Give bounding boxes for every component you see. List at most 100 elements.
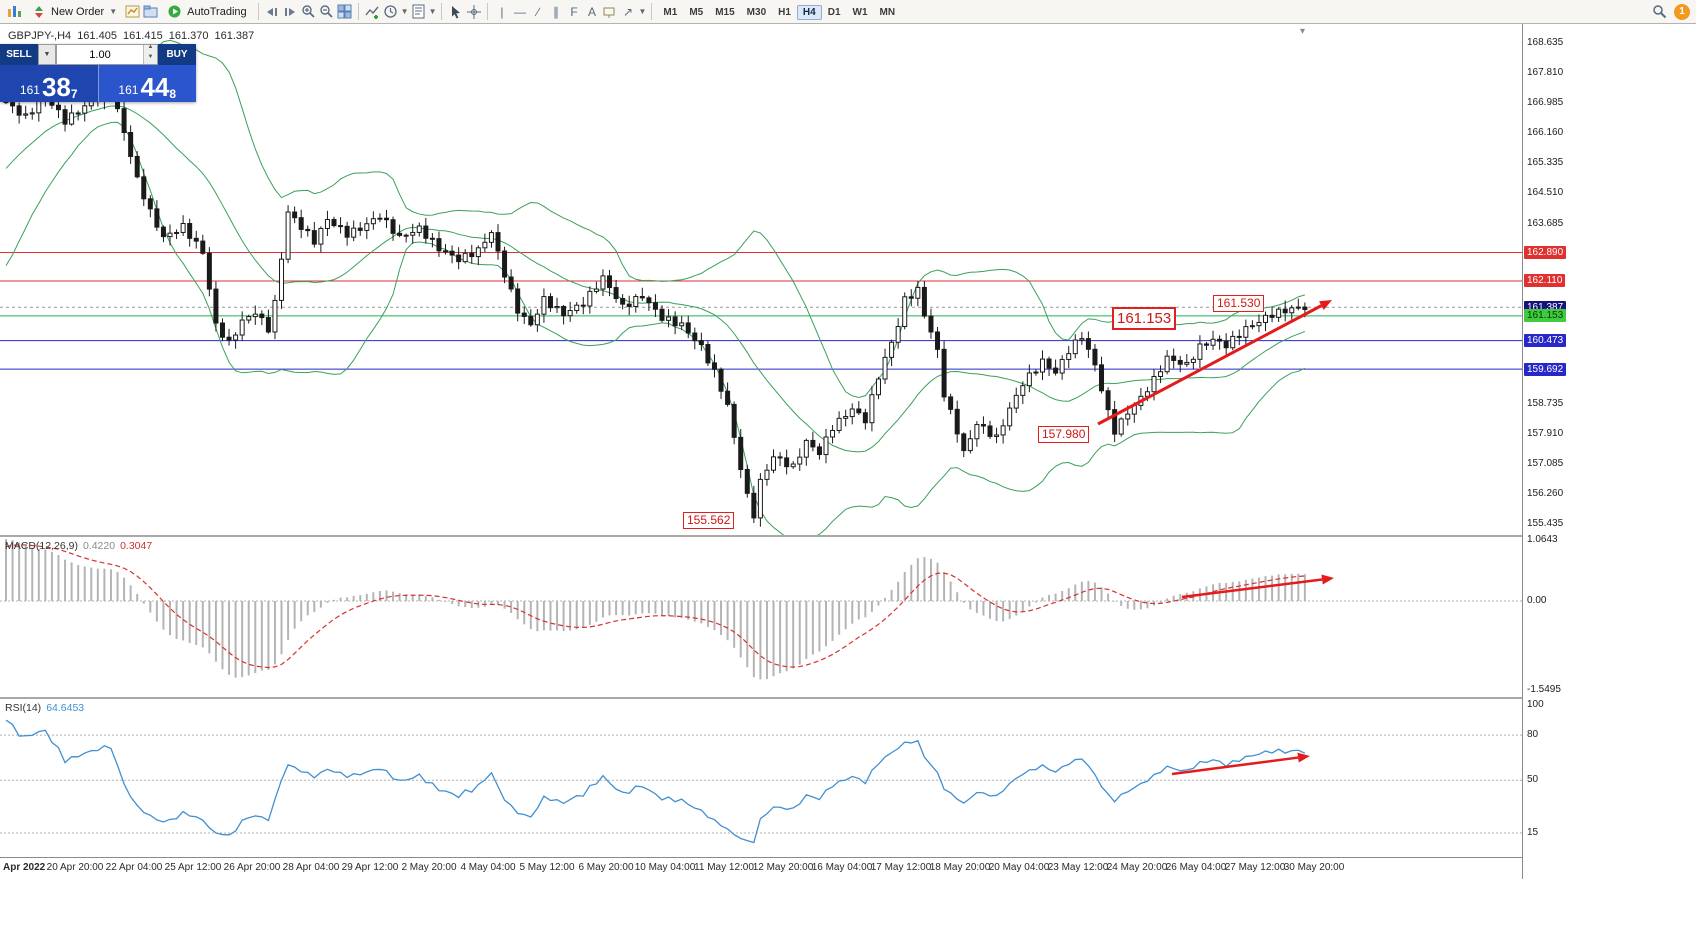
candle [154, 208, 160, 228]
toolbar-separator [257, 3, 259, 20]
arrow-objects-icon[interactable]: ↗ [622, 4, 634, 19]
candle [1276, 308, 1282, 318]
panel-divider[interactable] [0, 697, 1568, 699]
price-annotation[interactable]: 157.980 [1038, 426, 1090, 443]
chevron-down-icon[interactable]: ▼ [638, 7, 647, 16]
horizontal-line-icon[interactable]: — [513, 4, 526, 19]
volume-preset-dropdown[interactable]: ▼ [38, 44, 56, 65]
candle [574, 304, 580, 312]
price-axis[interactable]: 168.635 167.810 166.985 166.160 165.335 164.5… [1522, 24, 1569, 879]
search-icon[interactable] [1651, 3, 1668, 20]
candle [692, 332, 698, 342]
volume-down-button[interactable]: ▼ [144, 54, 157, 64]
autotrading-button[interactable]: AutoTrading [160, 0, 253, 23]
templates-icon[interactable] [410, 3, 427, 20]
zoom-out-icon[interactable] [318, 3, 335, 20]
low-value: 161.370 [168, 30, 209, 42]
candle [324, 219, 330, 229]
timeframe-button-M15[interactable]: M15 [715, 6, 735, 18]
time-axis-label: 25 Apr 12:00 [164, 862, 222, 873]
trendline-icon[interactable]: ∕ [536, 4, 539, 19]
candle [200, 240, 206, 254]
candle [1039, 358, 1045, 373]
macd-plot[interactable] [0, 537, 1522, 697]
candle [994, 434, 1000, 437]
timeframe-button-M5[interactable]: M5 [689, 6, 704, 18]
candle [213, 288, 219, 324]
candle [600, 275, 606, 290]
candle [777, 456, 783, 459]
text-tool-icon[interactable]: A [587, 4, 596, 19]
tile-windows-icon[interactable] [336, 3, 353, 20]
chart-shift-icon[interactable] [282, 3, 299, 20]
price-scale-label: 157.085 [1527, 458, 1564, 470]
user-account-badge[interactable]: 1 [1674, 3, 1690, 20]
timeframe-button-H1[interactable]: H1 [778, 6, 791, 18]
new-order-button[interactable]: New Order ▼ [24, 0, 123, 23]
time-axis-origin-label: Apr 2022 [3, 862, 46, 873]
timeframe-button-H4[interactable]: H4 [796, 4, 822, 20]
candle [423, 225, 429, 239]
trend-arrow[interactable] [1181, 574, 1334, 599]
candle [823, 436, 829, 456]
app-logo-icon [6, 3, 23, 20]
fibonacci-icon[interactable]: F [570, 4, 578, 19]
candle [1046, 358, 1052, 369]
candle [1053, 367, 1059, 374]
toolbar-separator [441, 3, 443, 20]
chevron-down-icon[interactable]: ▼ [428, 7, 437, 16]
price-chart-panel[interactable]: GBPJPY-,H4 161.405 161.415 161.370 161.387 ▾… [0, 24, 1522, 543]
auto-scroll-icon[interactable] [264, 3, 281, 20]
rsi-plot[interactable] [0, 699, 1522, 857]
buy-button[interactable]: BUY [158, 44, 196, 65]
zoom-in-icon[interactable] [300, 3, 317, 20]
cursor-icon[interactable] [447, 3, 464, 20]
candle [1092, 348, 1098, 366]
rsi-indicator-panel[interactable]: RSI(14) 64.6453 [0, 699, 1522, 857]
price-annotation[interactable]: 161.153 [1112, 307, 1177, 330]
trend-arrow[interactable] [1171, 752, 1310, 776]
candle [462, 252, 468, 263]
profiles-icon[interactable] [142, 3, 159, 20]
time-axis[interactable]: Apr 2022 20 Apr 20:00 22 Apr 04:00 25 Apr … [0, 857, 1568, 880]
candle [895, 326, 901, 343]
candle [1289, 307, 1295, 314]
candle [698, 340, 704, 346]
candle [1295, 306, 1301, 309]
candle [1263, 314, 1269, 323]
volume-input[interactable] [57, 45, 143, 64]
candle [252, 313, 258, 318]
sell-price[interactable]: 161 38 7 [0, 65, 99, 102]
timeframe-button-MN[interactable]: MN [879, 6, 896, 18]
volume-up-button[interactable]: ▲ [144, 44, 157, 55]
price-annotation[interactable]: 161.530 [1213, 295, 1265, 312]
timeframe-button-W1[interactable]: W1 [852, 6, 868, 18]
sell-button[interactable]: SELL [0, 44, 38, 65]
candle [902, 296, 908, 328]
new-chart-icon[interactable] [124, 3, 141, 20]
chart-shift-marker[interactable]: ▾ [1300, 26, 1306, 37]
periods-clock-icon[interactable] [382, 3, 399, 20]
equidistant-channel-icon[interactable]: ∥ [552, 4, 559, 19]
candle [1125, 413, 1131, 420]
panel-divider[interactable] [0, 535, 1568, 537]
timeframe-button-D1[interactable]: D1 [827, 6, 841, 18]
candle [1269, 314, 1275, 318]
buy-price[interactable]: 161 44 8 [98, 65, 196, 102]
macd-indicator-panel[interactable]: MACD(12,26,9) 0.4220 0.3047 [0, 537, 1522, 697]
indicators-add-icon[interactable] [364, 3, 381, 20]
time-axis-label: 2 May 20:00 [401, 862, 457, 873]
timeframe-button-M1[interactable]: M1 [663, 6, 678, 18]
trend-arrow[interactable] [1097, 300, 1332, 426]
vertical-line-icon[interactable]: | [500, 4, 504, 19]
toolbar-separator [651, 3, 653, 20]
price-annotation[interactable]: 155.562 [683, 512, 735, 529]
text-label-icon[interactable] [601, 3, 618, 20]
candle [298, 217, 304, 230]
trade-controls-row: SELL ▼ ▲ ▼ BUY [0, 44, 196, 65]
candlestick-plot[interactable] [0, 24, 1522, 543]
chevron-down-icon[interactable]: ▼ [400, 7, 409, 16]
crosshair-icon[interactable] [465, 3, 482, 20]
ohlc-header: GBPJPY-,H4 161.405 161.415 161.370 161.387 [8, 30, 260, 42]
timeframe-button-M30[interactable]: M30 [746, 6, 767, 18]
